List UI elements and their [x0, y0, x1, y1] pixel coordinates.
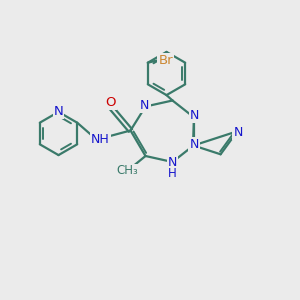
- Text: N: N: [189, 138, 199, 151]
- Text: N: N: [168, 155, 177, 169]
- Text: N: N: [140, 99, 150, 112]
- Text: O: O: [106, 96, 116, 110]
- Text: N: N: [233, 126, 243, 139]
- Text: Br: Br: [158, 54, 173, 67]
- Text: NH: NH: [91, 133, 110, 146]
- Text: N: N: [190, 109, 200, 122]
- Text: CH₃: CH₃: [117, 164, 138, 178]
- Text: N: N: [54, 105, 63, 119]
- Text: H: H: [168, 167, 177, 180]
